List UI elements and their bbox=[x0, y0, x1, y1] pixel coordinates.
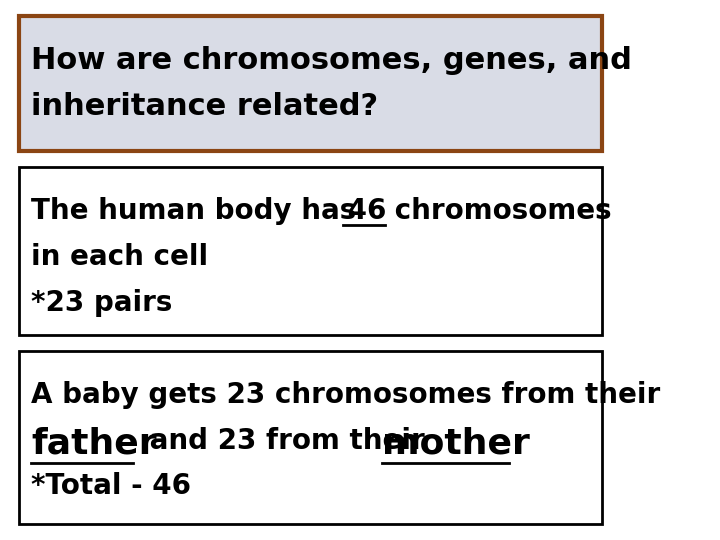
Text: mother: mother bbox=[382, 427, 530, 461]
Text: *23 pairs: *23 pairs bbox=[31, 289, 172, 317]
Text: in each cell: in each cell bbox=[31, 243, 208, 271]
Text: inheritance related?: inheritance related? bbox=[31, 92, 378, 121]
Text: and 23 from their: and 23 from their bbox=[140, 427, 434, 455]
Text: How are chromosomes, genes, and: How are chromosomes, genes, and bbox=[31, 46, 632, 75]
Text: chromosomes: chromosomes bbox=[385, 197, 611, 225]
Text: A baby gets 23 chromosomes from their: A baby gets 23 chromosomes from their bbox=[31, 381, 660, 409]
FancyBboxPatch shape bbox=[19, 351, 602, 524]
FancyBboxPatch shape bbox=[19, 167, 602, 335]
FancyBboxPatch shape bbox=[19, 16, 602, 151]
Text: *Total - 46: *Total - 46 bbox=[31, 472, 191, 501]
Text: The human body has: The human body has bbox=[31, 197, 366, 225]
Text: 46: 46 bbox=[338, 197, 397, 225]
Text: father: father bbox=[31, 427, 157, 461]
